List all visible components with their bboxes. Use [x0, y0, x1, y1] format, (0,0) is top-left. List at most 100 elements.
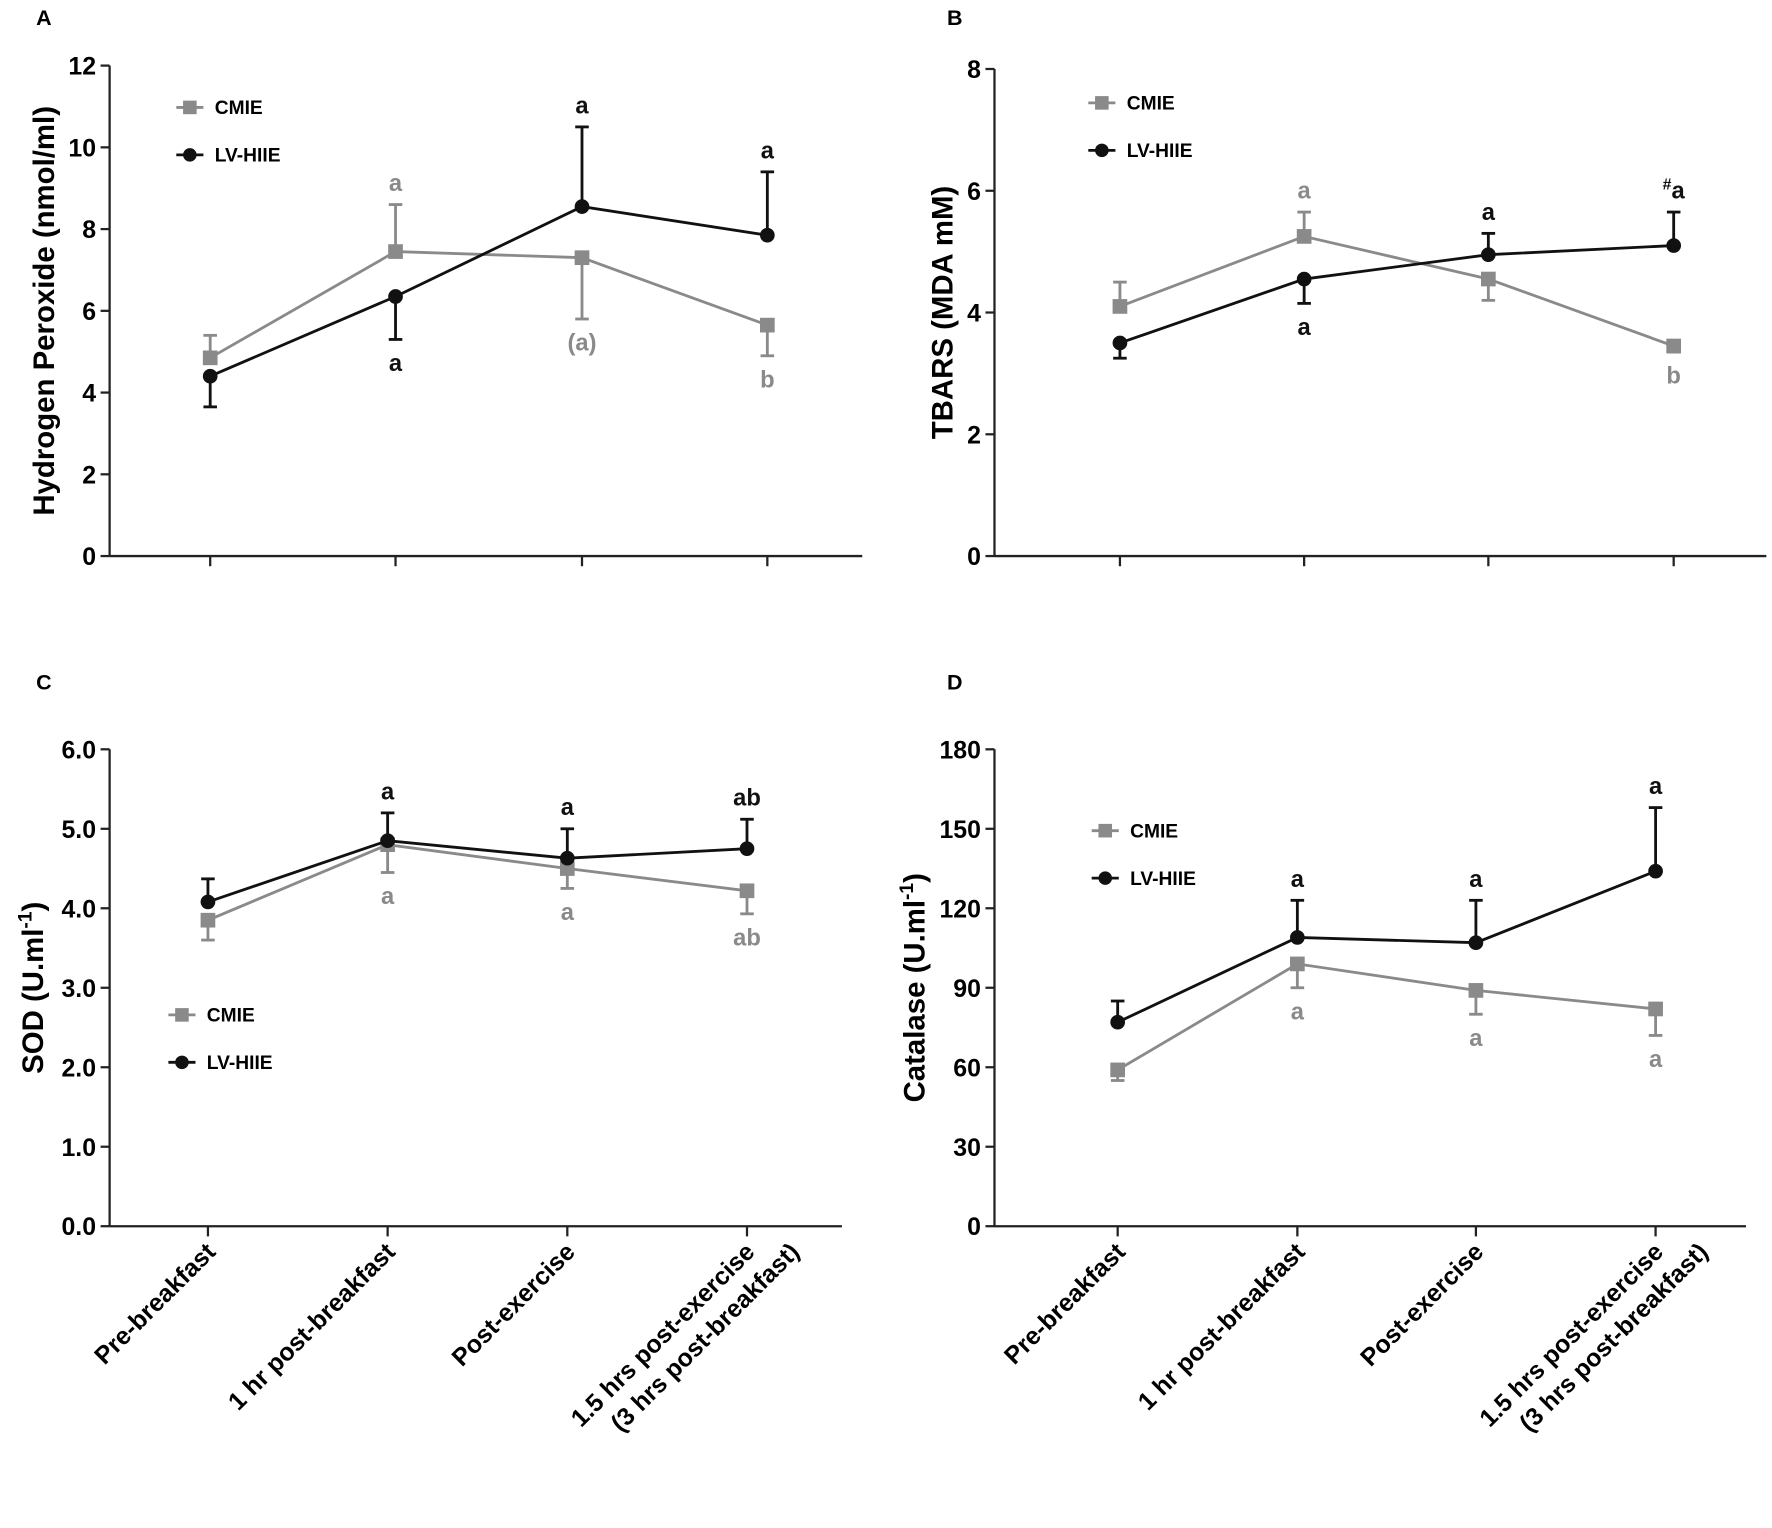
- data-point: [202, 368, 218, 384]
- data-point: [1666, 238, 1682, 253]
- legend-marker: [175, 1008, 189, 1022]
- panel-label: D: [947, 670, 963, 694]
- y-tick-label: 2.0: [61, 1054, 96, 1082]
- data-point: [1296, 229, 1312, 244]
- significance-label: a: [389, 351, 403, 377]
- y-tick-label: 0: [967, 543, 981, 571]
- y-tick-label: 0: [82, 543, 96, 571]
- significance-label: a: [561, 795, 575, 821]
- y-tick-label: 4: [82, 380, 96, 408]
- series-line: [207, 839, 748, 904]
- significance-label: a: [389, 171, 403, 197]
- legend-marker: [183, 148, 197, 162]
- y-tick-label: 8: [82, 216, 96, 244]
- data-point: [388, 289, 403, 304]
- y-axis-label-main: SOD (U.ml: [17, 929, 50, 1074]
- panel-d: D 0 30 60 90 120 150 180 Catalase (U.ml-1) Pre-br…: [897, 670, 1747, 1454]
- legend-label: LV-HIIE: [207, 1053, 273, 1074]
- x-tick-label-line1: 1.5 hrs post-exercise: [566, 1238, 761, 1433]
- x-tick-label: Pre-breakfast: [999, 1238, 1131, 1370]
- data-point: [200, 912, 216, 928]
- series-lv-hiie: LV-HIIE: [1091, 806, 1663, 1030]
- x-tick-label: Pre-breakfast: [89, 1238, 221, 1370]
- significance-label: a: [1649, 1047, 1663, 1073]
- y-axis-label: Catalase (U.ml-1): [897, 873, 931, 1102]
- significance-label: a: [1469, 867, 1483, 893]
- panel-label: A: [36, 6, 52, 30]
- significance-label: a: [381, 779, 395, 805]
- series-line: [1119, 244, 1674, 345]
- data-point: [1112, 299, 1128, 314]
- y-axis-label-main: Hydrogen Peroxide (nmol/ml): [28, 106, 61, 516]
- data-point: [1468, 983, 1484, 998]
- x-tick-label-line1: 1.5 hrs post-exercise: [1474, 1238, 1669, 1433]
- legend-marker: [1098, 871, 1113, 885]
- significance-label: a: [1298, 179, 1312, 205]
- x-tick-label-line2: (3 hrs post-breakfast): [1514, 1238, 1714, 1438]
- y-axis-label-end: ): [898, 873, 931, 883]
- y-tick-label: 6: [967, 178, 981, 206]
- y-axis-label-main: TBARS (MDA mM): [927, 186, 960, 439]
- data-point: [1110, 1062, 1126, 1078]
- significance-label: a: [1649, 774, 1663, 800]
- y-tick-label: 120: [939, 895, 980, 923]
- significance-label: a: [1469, 1026, 1483, 1052]
- y-tick-label: 2: [967, 421, 981, 449]
- legend-marker: [183, 100, 197, 115]
- y-tick-label: 2: [82, 461, 96, 489]
- legend-label: CMIE: [207, 1006, 255, 1027]
- series-cmie: CMIE: [1091, 821, 1663, 1082]
- x-tick-label: 1.5 hrs post-exercise(3 hrs post-breakfa…: [1474, 1215, 1713, 1454]
- series-line: [1116, 962, 1656, 1072]
- y-tick-label: 10: [68, 134, 96, 162]
- y-tick-label: 6.0: [61, 736, 96, 764]
- x-tick-label: Post-exercise: [1355, 1238, 1489, 1372]
- y-tick-label: 4.0: [61, 895, 96, 923]
- y-tick-label: 60: [953, 1054, 981, 1082]
- y-tick-label: 30: [953, 1134, 981, 1162]
- y-tick-label: 0.0: [61, 1213, 96, 1241]
- data-point: [574, 250, 590, 266]
- legend-label: CMIE: [1127, 94, 1175, 115]
- x-tick-label: 1.5 hrs post-exercise(3 hrs post-breakfa…: [566, 1215, 805, 1454]
- significance-label: a: [575, 93, 589, 119]
- data-point: [200, 894, 216, 910]
- series-line: [1119, 234, 1675, 348]
- data-point: [574, 199, 590, 214]
- significance-label: a: [561, 900, 575, 926]
- y-tick-label: 0: [967, 1213, 981, 1241]
- significance-letter: a: [1671, 179, 1685, 205]
- series-cmie: CMIE: [1088, 94, 1682, 354]
- x-tick-label-line2: (3 hrs post-breakfast): [605, 1238, 805, 1438]
- panel-label: C: [36, 670, 52, 694]
- y-axis-label-end: ): [17, 902, 50, 912]
- significance-label: a: [381, 884, 395, 910]
- data-point: [739, 841, 755, 857]
- data-point: [739, 883, 755, 899]
- data-point: [1480, 247, 1496, 263]
- y-axis-label: SOD (U.ml-1): [16, 902, 50, 1074]
- data-point: [1480, 271, 1496, 287]
- series-lv-hiie: LV-HIIE: [176, 125, 775, 409]
- legend-marker: [175, 1055, 189, 1070]
- x-tick-label: 1 hr post-breakfast: [223, 1238, 401, 1416]
- data-point: [1112, 335, 1128, 351]
- y-tick-label: 12: [68, 53, 96, 81]
- legend-marker: [1098, 823, 1113, 838]
- data-point: [388, 244, 403, 259]
- y-tick-label: 6: [82, 298, 96, 326]
- significance-label: a: [1482, 200, 1496, 226]
- y-axis-label-sup: -1: [897, 883, 918, 900]
- data-point: [202, 350, 218, 366]
- data-point: [1468, 935, 1484, 951]
- data-point: [1648, 1001, 1663, 1017]
- x-tick-label: Post-exercise: [446, 1238, 580, 1372]
- y-axis-label: Hydrogen Peroxide (nmol/ml): [28, 106, 61, 516]
- significance-label: (a): [568, 331, 597, 357]
- y-axis-label-main: Catalase (U.ml: [898, 900, 931, 1102]
- significance-label: a: [761, 138, 775, 164]
- y-tick-label: 3.0: [61, 975, 96, 1003]
- legend-marker: [1095, 143, 1109, 158]
